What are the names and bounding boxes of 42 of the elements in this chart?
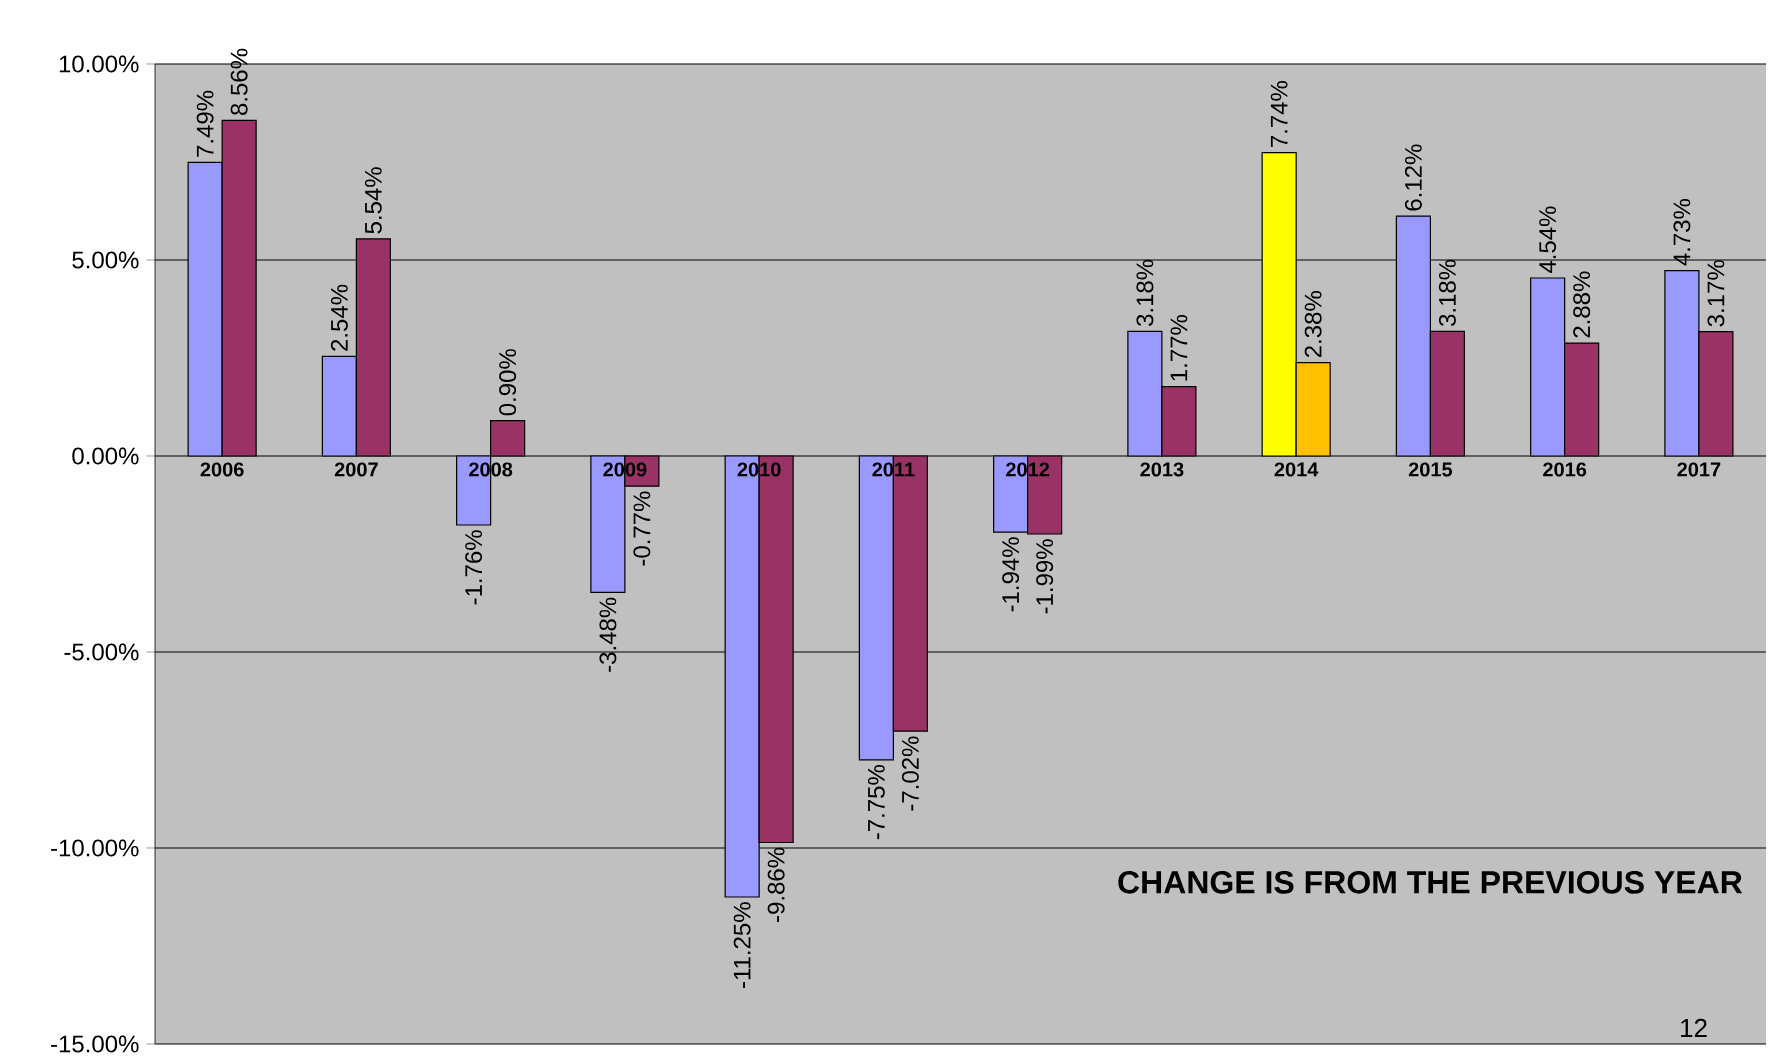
data-label: 2.38% — [1304, 291, 1322, 358]
data-label: -9.86% — [767, 847, 785, 922]
x-tick-label: 2013 — [1140, 462, 1184, 477]
y-tick-label: 10.00% — [59, 55, 139, 73]
x-tick-label: 2009 — [603, 462, 647, 477]
data-label: 8.56% — [230, 48, 248, 115]
data-label: 2.88% — [1573, 271, 1591, 338]
y-tick-label: -5.00% — [64, 643, 139, 661]
data-label: -0.77% — [633, 491, 651, 566]
data-label: 1.77% — [1170, 315, 1188, 381]
x-tick-label: 2016 — [1543, 462, 1587, 477]
data-label: -7.75% — [867, 765, 885, 840]
data-label: 3.17% — [1707, 260, 1725, 327]
data-label: 7.74% — [1270, 80, 1288, 147]
data-label: -3.48% — [599, 597, 617, 672]
x-tick-label: 2014 — [1274, 462, 1319, 477]
x-tick-label: 2010 — [737, 462, 781, 477]
annotation: CHANGE IS FROM THE PREVIOUS YEAR — [1118, 870, 1743, 894]
data-label: -11.25% — [733, 902, 751, 988]
data-label: 4.54% — [1539, 206, 1557, 274]
data-label: 3.18% — [1438, 259, 1456, 327]
data-label: -1.76% — [465, 530, 483, 605]
y-tick-label: 0.00% — [72, 447, 139, 465]
data-label: 2.54% — [330, 284, 348, 351]
x-tick-label: 2012 — [1006, 462, 1050, 477]
x-tick-label: 2017 — [1677, 462, 1721, 477]
x-tick-label: 2006 — [200, 462, 244, 477]
data-label: 5.54% — [364, 167, 382, 234]
y-tick-label: 5.00% — [72, 251, 139, 269]
data-label: 4.73% — [1673, 198, 1691, 266]
data-label: 0.90% — [499, 349, 517, 416]
x-tick-label: 2007 — [334, 462, 378, 477]
data-label: -1.94% — [1002, 537, 1020, 612]
annotation: 12 — [1681, 1018, 1707, 1037]
data-label: 3.18% — [1136, 259, 1154, 327]
data-label: -1.99% — [1036, 539, 1054, 614]
y-tick-label: -15.00% — [51, 1035, 139, 1053]
data-label: 7.49% — [196, 90, 214, 157]
data-label: -7.02% — [901, 736, 919, 811]
data-label: 6.12% — [1404, 144, 1422, 211]
x-tick-label: 2015 — [1408, 462, 1453, 477]
y-tick-label: -10.00% — [51, 839, 139, 857]
